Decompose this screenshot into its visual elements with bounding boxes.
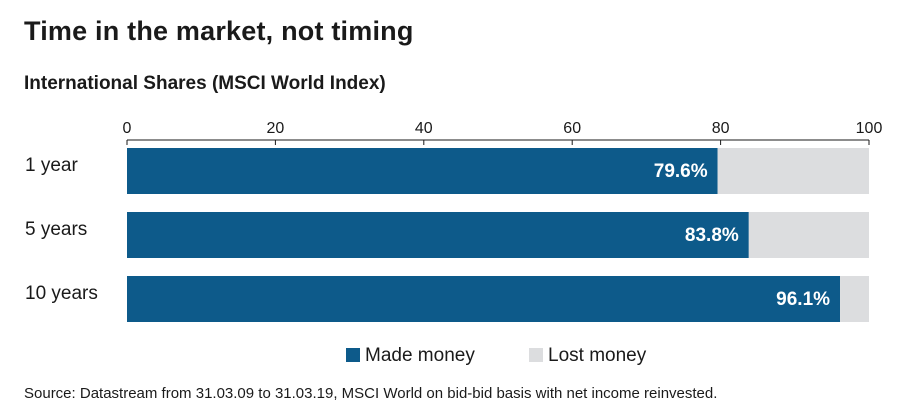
x-tick-label: 100 bbox=[856, 120, 883, 137]
legend-label-made-money: Made money bbox=[365, 345, 475, 366]
bar-lost-money bbox=[840, 276, 869, 322]
chart-title: Time in the market, not timing bbox=[24, 16, 414, 46]
bar-made-money bbox=[127, 276, 841, 322]
bar-value-label: 96.1% bbox=[776, 289, 830, 310]
chart-subtitle: International Shares (MSCI World Index) bbox=[24, 73, 386, 94]
bar-chart: 0 20 40 60 80 100 1 year 79.6% 5 years 83.8% 10 ye… bbox=[25, 120, 883, 366]
category-label: 1 year bbox=[25, 155, 78, 176]
x-tick-label: 40 bbox=[415, 120, 433, 137]
category-label: 10 years bbox=[25, 283, 98, 304]
bar-value-label: 79.6% bbox=[654, 161, 708, 182]
x-tick-label: 0 bbox=[123, 120, 132, 137]
source-note: Source: Datastream from 31.03.09 to 31.0… bbox=[24, 385, 718, 402]
legend-swatch-lost-money bbox=[529, 348, 543, 362]
x-tick-label: 80 bbox=[712, 120, 730, 137]
bar-made-money bbox=[127, 148, 718, 194]
x-tick-label: 20 bbox=[267, 120, 285, 137]
legend-label-lost-money: Lost money bbox=[548, 345, 647, 366]
category-label: 5 years bbox=[25, 219, 87, 240]
bar-value-label: 83.8% bbox=[685, 225, 739, 246]
bar-lost-money bbox=[748, 212, 869, 258]
legend-swatch-made-money bbox=[346, 348, 360, 362]
bar-made-money bbox=[127, 212, 749, 258]
bar-lost-money bbox=[717, 148, 869, 194]
x-tick-label: 60 bbox=[563, 120, 581, 137]
